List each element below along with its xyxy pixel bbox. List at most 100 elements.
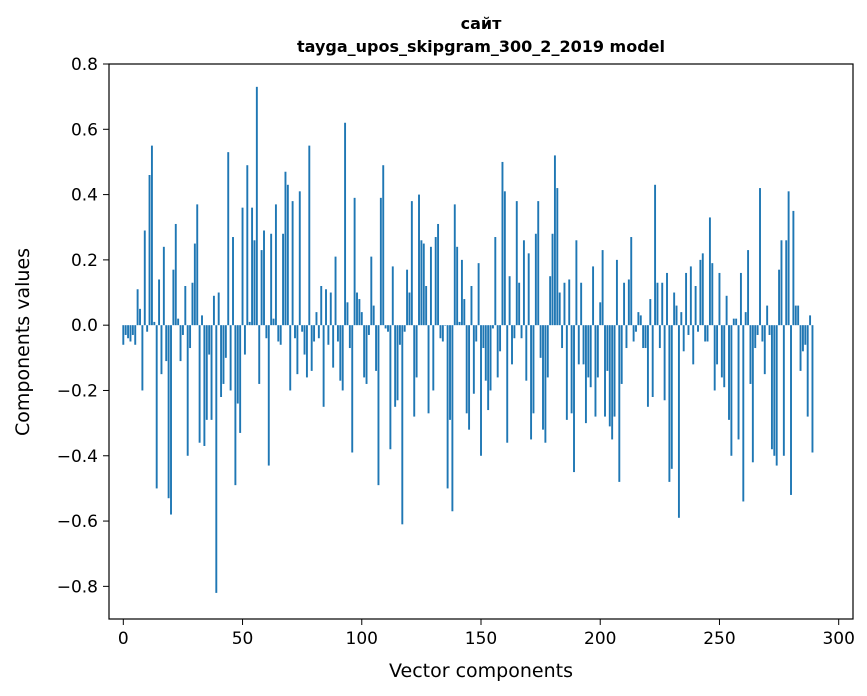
bar-component-196 bbox=[589, 325, 592, 388]
bar-component-172 bbox=[532, 325, 535, 414]
bar-component-81 bbox=[315, 312, 318, 326]
bar-component-233 bbox=[677, 325, 680, 518]
bar-component-111 bbox=[387, 325, 389, 332]
bar-component-4 bbox=[131, 325, 134, 335]
plot-area-frame bbox=[108, 63, 854, 620]
bar-component-25 bbox=[181, 325, 184, 335]
bar-component-146 bbox=[470, 286, 473, 326]
bar-component-61 bbox=[267, 325, 270, 466]
bar-component-144 bbox=[465, 325, 468, 414]
bar-component-147 bbox=[472, 325, 475, 394]
bar-component-226 bbox=[661, 282, 664, 326]
bar-component-92 bbox=[341, 325, 344, 391]
bar-component-235 bbox=[682, 325, 685, 352]
bar-component-179 bbox=[549, 276, 552, 326]
bar-component-193 bbox=[582, 325, 585, 365]
bar-component-203 bbox=[606, 325, 609, 371]
bar-component-77 bbox=[305, 325, 308, 378]
bar-component-281 bbox=[792, 210, 795, 326]
bar-component-35 bbox=[205, 325, 208, 420]
bar-component-83 bbox=[320, 286, 323, 326]
bar-component-65 bbox=[277, 325, 280, 342]
bar-component-29 bbox=[191, 282, 194, 326]
bar-component-27 bbox=[186, 325, 189, 456]
bar-component-237 bbox=[687, 325, 690, 335]
bar-component-273 bbox=[773, 325, 776, 456]
axis-ticks: 0 50 100 150 200 250 300 0.8 0.6 0.4 0.2 0.0 −0.2 −0.… bbox=[57, 55, 855, 649]
bar-component-180 bbox=[551, 233, 554, 326]
bar-component-255 bbox=[730, 325, 733, 456]
bar-component-22 bbox=[174, 223, 177, 326]
bar-component-67 bbox=[282, 233, 285, 326]
x-axis-label: Vector components bbox=[389, 660, 573, 682]
bar-component-78 bbox=[308, 145, 311, 326]
bar-component-141 bbox=[458, 321, 461, 326]
bar-component-198 bbox=[594, 325, 597, 417]
bar-component-151 bbox=[482, 325, 485, 349]
bar-component-251 bbox=[720, 325, 723, 378]
bar-component-49 bbox=[239, 325, 242, 433]
bar-component-249 bbox=[716, 325, 719, 365]
bar-component-6 bbox=[136, 289, 139, 326]
bar-component-195 bbox=[587, 325, 590, 378]
bar-component-127 bbox=[425, 286, 428, 326]
bar-component-194 bbox=[584, 325, 587, 424]
bar-component-248 bbox=[713, 325, 716, 391]
bar-component-132 bbox=[437, 223, 440, 326]
bar-component-220 bbox=[646, 325, 649, 407]
bar-component-187 bbox=[568, 279, 571, 326]
bar-component-188 bbox=[570, 325, 573, 414]
bar-component-217 bbox=[639, 315, 642, 326]
bar-component-209 bbox=[620, 325, 623, 384]
bar-component-114 bbox=[394, 325, 397, 407]
chart-title: сайт bbox=[461, 14, 502, 33]
bar-component-34 bbox=[203, 325, 206, 446]
bar-component-98 bbox=[356, 292, 358, 326]
bar-component-18 bbox=[165, 325, 168, 362]
bar-component-41 bbox=[220, 325, 223, 397]
bar-component-268 bbox=[761, 325, 764, 342]
bar-component-133 bbox=[439, 325, 442, 339]
bar-component-289 bbox=[811, 325, 814, 453]
bar-component-45 bbox=[229, 325, 232, 391]
y-tick-label: 0.0 bbox=[71, 316, 98, 336]
bar-component-54 bbox=[251, 207, 254, 326]
bar-component-269 bbox=[763, 325, 766, 375]
bar-component-14 bbox=[155, 325, 158, 489]
y-tick-label: 0.8 bbox=[71, 55, 98, 75]
y-tick-label: −0.8 bbox=[57, 577, 98, 597]
bar-component-149 bbox=[477, 263, 480, 326]
bar-component-222 bbox=[651, 325, 654, 397]
bar-component-184 bbox=[561, 325, 564, 349]
bar-component-192 bbox=[580, 282, 583, 326]
bar-component-182 bbox=[556, 188, 559, 326]
x-tick-label: 100 bbox=[346, 629, 378, 649]
bar-component-211 bbox=[625, 325, 628, 349]
bar-component-15 bbox=[158, 279, 161, 326]
bar-component-283 bbox=[797, 305, 800, 326]
bar-component-140 bbox=[456, 246, 459, 326]
bar-component-270 bbox=[766, 305, 769, 326]
bar-component-173 bbox=[534, 233, 537, 326]
bar-component-76 bbox=[303, 325, 306, 355]
bar-component-9 bbox=[143, 230, 146, 326]
bar-component-33 bbox=[201, 315, 203, 326]
bar-component-239 bbox=[692, 325, 695, 365]
bar-component-117 bbox=[401, 325, 404, 525]
bar-component-1 bbox=[124, 325, 127, 335]
bar-component-189 bbox=[573, 325, 575, 473]
bar-component-105 bbox=[372, 305, 375, 326]
bar-component-71 bbox=[291, 201, 294, 326]
bar-component-30 bbox=[193, 243, 196, 326]
bar-component-258 bbox=[737, 325, 740, 440]
bar-component-23 bbox=[177, 318, 180, 326]
bar-component-207 bbox=[615, 259, 618, 326]
bar-component-107 bbox=[377, 325, 380, 486]
bar-component-8 bbox=[141, 325, 144, 391]
bar-component-166 bbox=[518, 282, 521, 326]
bar-component-112 bbox=[389, 325, 392, 450]
bar-component-260 bbox=[742, 325, 745, 502]
bar-component-275 bbox=[778, 269, 781, 326]
bar-component-240 bbox=[694, 286, 697, 326]
x-tick-label: 50 bbox=[232, 629, 254, 649]
